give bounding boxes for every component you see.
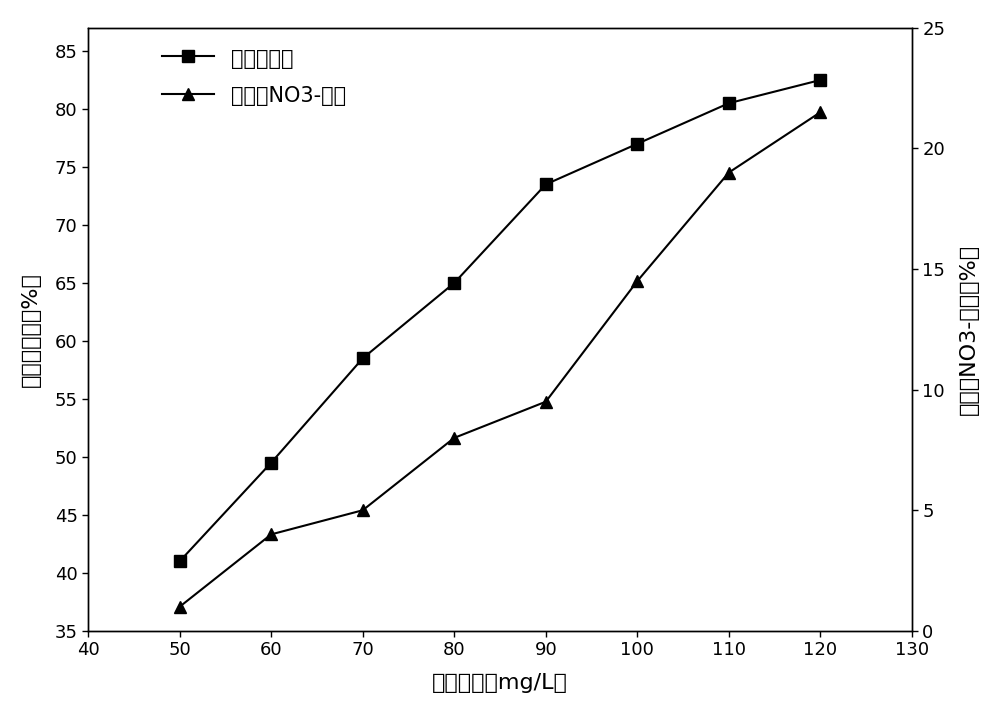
Y-axis label: 产物中NO3-含量（%）: 产物中NO3-含量（%） — [959, 243, 979, 415]
氨氮转化率 — [540, 180, 552, 188]
产物中NO3-含量 — [174, 603, 186, 611]
氨氮转化率 — [265, 458, 277, 467]
氨氮转化率 — [357, 354, 369, 363]
X-axis label: 臭氧含量（mg/L）: 臭氧含量（mg/L） — [432, 673, 568, 693]
产物中NO3-含量 — [448, 433, 460, 442]
Line: 产物中NO3-含量: 产物中NO3-含量 — [173, 106, 827, 613]
产物中NO3-含量 — [631, 277, 643, 286]
氨氮转化率 — [814, 76, 826, 84]
产物中NO3-含量 — [540, 398, 552, 406]
Y-axis label: 氨氮转化率（%）: 氨氮转化率（%） — [21, 272, 41, 387]
氨氮转化率 — [174, 557, 186, 565]
产物中NO3-含量 — [357, 506, 369, 515]
Legend: 氨氮转化率, 产物中NO3-含量: 氨氮转化率, 产物中NO3-含量 — [154, 40, 355, 114]
产物中NO3-含量 — [814, 108, 826, 116]
产物中NO3-含量 — [265, 530, 277, 538]
Line: 氨氮转化率: 氨氮转化率 — [173, 74, 827, 568]
氨氮转化率 — [631, 139, 643, 148]
氨氮转化率 — [448, 278, 460, 287]
产物中NO3-含量 — [723, 169, 735, 177]
氨氮转化率 — [723, 99, 735, 108]
